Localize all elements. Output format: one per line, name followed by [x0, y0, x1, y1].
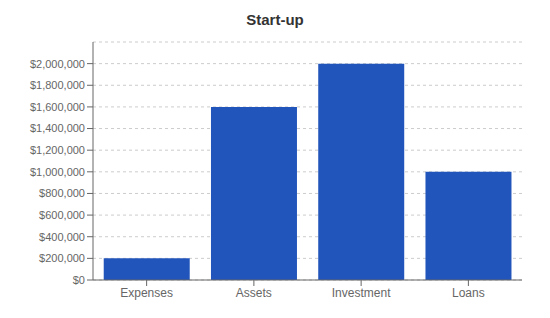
svg-text:Investment: Investment: [332, 286, 391, 300]
svg-text:$1,200,000: $1,200,000: [30, 144, 85, 156]
svg-text:$2,000,000: $2,000,000: [30, 58, 85, 70]
svg-text:$0: $0: [73, 274, 85, 286]
svg-text:Assets: Assets: [236, 286, 272, 300]
svg-text:$200,000: $200,000: [39, 252, 85, 264]
svg-text:$1,000,000: $1,000,000: [30, 166, 85, 178]
svg-text:Loans: Loans: [452, 286, 485, 300]
svg-text:$1,400,000: $1,400,000: [30, 122, 85, 134]
svg-text:$1,600,000: $1,600,000: [30, 101, 85, 113]
svg-text:$600,000: $600,000: [39, 209, 85, 221]
svg-text:$1,800,000: $1,800,000: [30, 79, 85, 91]
html-text:Start-up: Start-up: [246, 11, 304, 28]
svg-text:$800,000: $800,000: [39, 187, 85, 199]
svg-text:Expenses: Expenses: [120, 286, 173, 300]
svg-text:$400,000: $400,000: [39, 231, 85, 243]
